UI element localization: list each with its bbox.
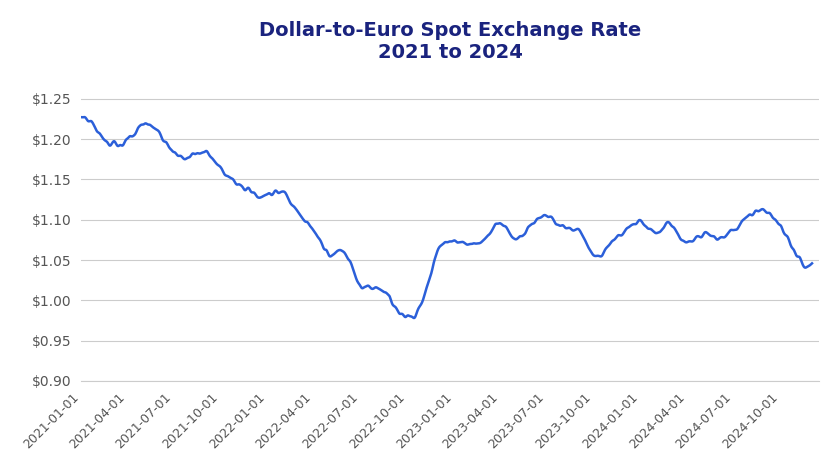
Title: Dollar-to-Euro Spot Exchange Rate
2021 to 2024: Dollar-to-Euro Spot Exchange Rate 2021 t… — [259, 21, 641, 62]
